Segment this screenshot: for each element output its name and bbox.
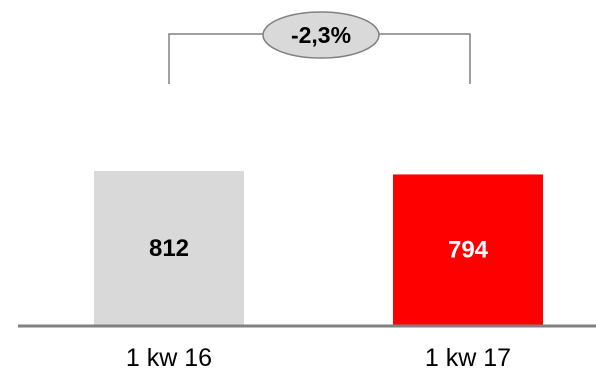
bar-value-label-1: 812 <box>149 235 189 262</box>
category-labels-group: 1 kw 16 1 kw 17 <box>126 344 511 372</box>
category-label-2: 1 kw 17 <box>425 344 511 372</box>
bar-2 <box>393 174 543 326</box>
bars-group <box>94 171 543 326</box>
bar-1 <box>94 171 244 326</box>
value-labels-group: 812 794 <box>149 235 489 264</box>
change-bubble <box>262 11 380 59</box>
category-label-1: 1 kw 16 <box>126 344 212 372</box>
change-label: -2,3% <box>291 22 351 48</box>
bar-value-label-2: 794 <box>448 237 489 264</box>
